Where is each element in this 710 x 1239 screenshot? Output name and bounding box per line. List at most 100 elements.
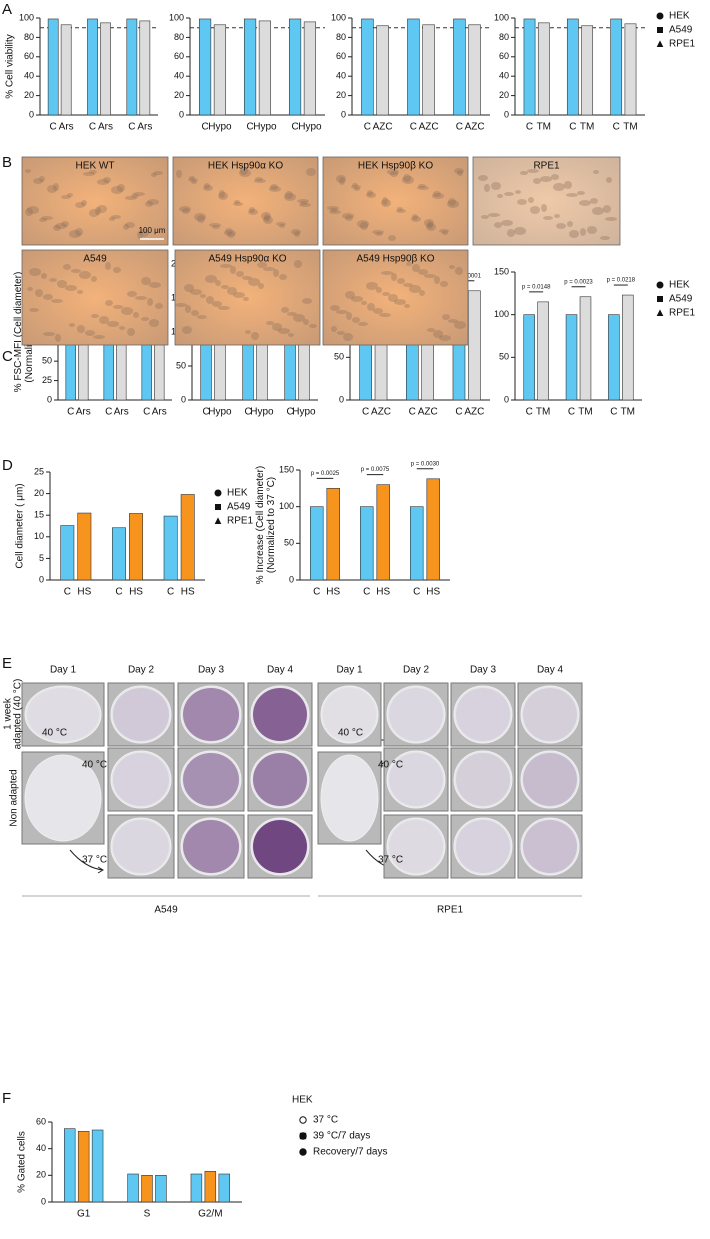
y-tick-label: 100 (169, 12, 184, 22)
cell-texture (123, 224, 129, 230)
y-tick-label: 40 (36, 1143, 46, 1153)
bar (77, 512, 92, 581)
plate-well (453, 685, 513, 744)
cell-texture (49, 278, 57, 282)
y-tick-label: 20 (174, 90, 184, 100)
cell-texture (514, 227, 526, 235)
x-tick-label: AZC (464, 407, 484, 418)
cell-texture (297, 199, 309, 203)
cell-texture (41, 216, 53, 220)
cell-texture (397, 207, 403, 211)
legend-marker (656, 309, 664, 316)
cell-texture (191, 180, 197, 184)
x-tick-label: C (569, 122, 576, 133)
cell-texture (360, 222, 368, 230)
cell-texture (418, 184, 426, 188)
cell-texture (55, 223, 67, 229)
cell-texture (264, 214, 270, 222)
micrograph (322, 249, 469, 346)
cell-texture (433, 191, 441, 197)
y-tick-label: 100 (331, 12, 346, 22)
bar (213, 24, 227, 116)
cell-texture (107, 321, 119, 327)
x-tick-label: C (410, 122, 417, 133)
cell-texture (127, 328, 135, 336)
x-tick-label: AZC (419, 122, 439, 133)
cell-texture (590, 198, 598, 204)
bar (422, 24, 435, 116)
cell-texture (564, 181, 572, 189)
y-tick-label: 20 (336, 90, 346, 100)
cell-texture (403, 174, 411, 182)
bar (155, 1175, 167, 1203)
cell-texture (243, 297, 249, 301)
plate-well (24, 685, 102, 744)
x-tick-label: C (455, 407, 462, 418)
legend-label: RPE1 (669, 39, 696, 50)
cell-texture (346, 312, 352, 320)
cell-texture (81, 200, 87, 206)
day-label: Day 2 (128, 665, 155, 676)
bar (608, 314, 620, 401)
bar (624, 23, 637, 116)
bar (310, 506, 324, 581)
cell-texture (151, 173, 157, 177)
cell-texture (352, 317, 360, 323)
y-tick-label: 100 (19, 12, 34, 22)
cell-texture (373, 308, 383, 314)
cell-texture (69, 323, 75, 327)
image-caption: A549 Hsp90α KO (208, 254, 286, 265)
temp-label: 40 °C (378, 760, 403, 771)
cell-texture (402, 176, 414, 184)
cell-texture (411, 216, 421, 222)
day-label: Day 4 (267, 665, 294, 676)
x-tick-label: C (67, 407, 74, 418)
cell-texture (53, 225, 61, 231)
cell-texture (454, 321, 466, 329)
stain (523, 688, 577, 741)
y-tick-label: 0 (504, 109, 509, 119)
bar (566, 18, 579, 116)
micrograph (472, 156, 621, 246)
legend-marker (657, 27, 663, 33)
y-axis-label: % Cell viability (5, 34, 16, 98)
plate-well (520, 817, 580, 876)
cell-texture (61, 195, 71, 199)
p-value: p = 0.0023 (564, 279, 593, 285)
cell-texture (329, 210, 341, 214)
bar (610, 18, 623, 116)
cell-texture (233, 292, 245, 298)
stain (253, 820, 307, 873)
cell-texture (288, 333, 294, 337)
cell-texture (501, 220, 513, 226)
cell-texture (327, 206, 339, 210)
day-label: Day 1 (50, 665, 77, 676)
cell-texture (224, 230, 236, 236)
cell-texture (149, 319, 159, 327)
bar (129, 513, 143, 581)
bar (47, 18, 59, 116)
x-tick-label: C (143, 407, 150, 418)
plate-well (180, 750, 242, 809)
stain (323, 688, 376, 741)
cell-texture (494, 222, 502, 228)
legend-label: HEK (669, 11, 690, 22)
cell-texture (147, 199, 159, 205)
bar (376, 484, 390, 581)
cell-texture (412, 264, 420, 272)
cell-texture (439, 335, 451, 341)
cell-texture (117, 184, 125, 192)
image-caption: HEK Hsp90β KO (358, 161, 433, 172)
cell-texture (342, 213, 354, 219)
cell-texture (91, 314, 99, 318)
cell-texture (185, 305, 191, 313)
x-tick-label: G2/M (198, 1209, 222, 1220)
p-value: p = 0.0148 (522, 284, 551, 290)
bar (163, 515, 178, 581)
x-tick-label: Ars (59, 122, 74, 133)
cell-texture (204, 183, 210, 189)
cell-texture (331, 326, 337, 332)
cell-texture (270, 184, 278, 190)
stain (113, 753, 169, 806)
legend-label: HEK (669, 280, 690, 291)
